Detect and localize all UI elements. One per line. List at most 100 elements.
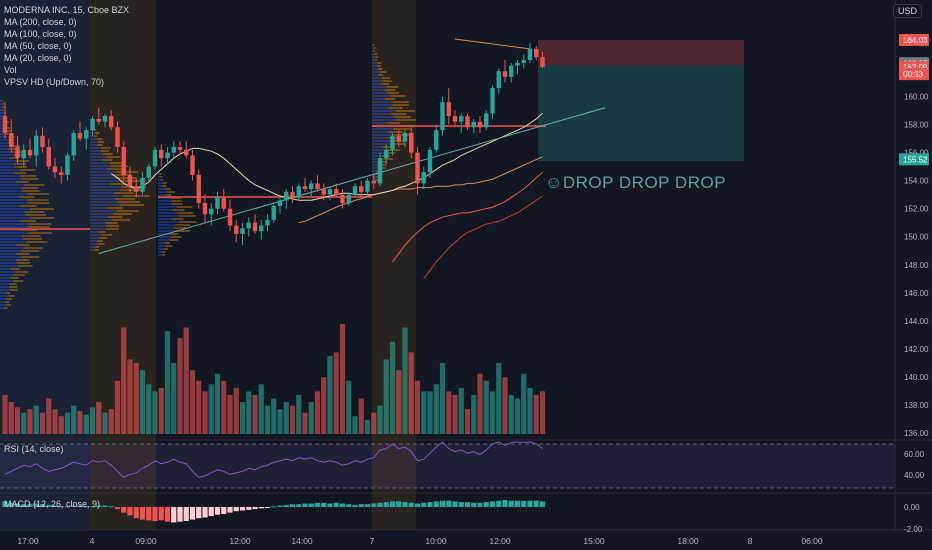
vp-down-bar [18,196,35,198]
volume-bar [39,412,46,434]
candle-body [421,172,426,184]
macd-legend[interactable]: MACD (12, 26, close, 9) [4,499,101,509]
vp-up-bar [372,116,394,118]
vp-down-bar [392,104,409,106]
candle-body [2,116,8,133]
volume-bar [27,409,33,434]
vp-up-bar [0,199,27,201]
vp-up-bar [90,141,98,143]
candle-body [109,116,114,128]
volume-bar [71,405,77,434]
candle-body [365,180,370,192]
volume-bar [183,327,189,434]
macd-bar [202,507,208,518]
macd-bar [233,507,239,512]
vp-up-bar [158,197,172,199]
time-tick: 18:00 [677,536,699,546]
vp-down-bar [15,181,29,183]
candle-body [540,57,545,68]
vp-up-bar [0,298,7,300]
chart-legend: MODERNA INC, 15, Cboe BZX MA (200, close… [4,4,129,88]
candle-body [134,186,139,192]
vp-down-bar [101,147,111,149]
vp-down-bar [373,50,376,52]
legend-ma20[interactable]: MA (20, close, 0) [4,53,72,63]
vp-down-bar [382,77,391,79]
macd-bar [77,505,83,507]
candle-body [59,172,64,176]
candlesticks [2,43,545,246]
vp-up-bar [372,98,385,100]
macd-histogram [2,500,546,523]
vp-up-bar [0,184,25,186]
macd-bar [296,504,302,507]
price-tick: 152.00 [904,205,929,214]
legend-ma100[interactable]: MA (100, close, 0) [4,29,77,39]
vp-up-bar [0,307,5,309]
macd-bar [171,507,177,523]
vp-down-bar [161,254,166,256]
candle-body [334,189,339,195]
time-tick: 06:00 [801,536,823,546]
candle-body [371,180,376,184]
vp-up-bar [0,235,23,237]
vp-down-bar [15,160,29,162]
legend-vpsv[interactable]: VPSV HD (Up/Down, 70) [4,77,105,87]
annotation-text[interactable]: ☺DROP DROP DROP [545,173,727,192]
vp-up-bar [90,225,106,227]
vp-up-bar [90,174,113,176]
vp-down-bar [395,110,416,112]
legend-ma50[interactable]: MA (50, close, 0) [4,41,72,51]
vp-up-bar [0,136,9,138]
vp-down-bar [112,174,131,176]
macd-bar [39,504,46,507]
vp-up-bar [0,112,4,114]
vp-up-bar [372,110,396,112]
vp-up-bar [0,283,10,285]
vp-up-bar [90,144,97,146]
candle-body [190,155,195,176]
vp-down-bar [102,159,113,161]
candle-body [115,127,120,147]
vp-up-bar [158,209,173,211]
legend-vol[interactable]: Vol [4,65,17,75]
vp-up-bar [158,188,166,190]
macd-bar [239,507,246,511]
currency-button[interactable]: USD [892,4,922,18]
vp-down-bar [19,220,37,222]
vp-down-bar [393,116,411,118]
candle-body [459,116,464,122]
volume-bar [358,398,364,434]
volume-bar [383,359,389,434]
vp-down-bar [28,232,52,234]
price-axis[interactable]: 164.00162.00160.00158.00156.00154.00152.… [899,34,929,534]
macd-bar [196,507,202,519]
rsi-legend[interactable]: RSI (14, close) [4,444,64,454]
vp-down-bar [172,218,184,220]
vp-up-bar [0,286,10,288]
vp-up-bar [158,251,163,253]
trendlines[interactable] [98,38,606,255]
volume-bar [421,391,427,434]
candle-body [290,191,295,198]
candle-body [171,146,176,153]
candle-body [409,132,414,153]
time-axis[interactable]: 17:00 4 09:00 12:00 14:00 7 10:00 12:00 15:00 18:… [17,536,823,546]
vp-up-bar [90,180,121,182]
vp-down-bar [20,175,37,177]
symbol-title[interactable]: MODERNA INC, 15, Cboe BZX [4,5,130,15]
candle-body [352,186,358,195]
vp-up-bar [158,212,178,214]
candle-body [277,200,283,206]
vp-up-bar [90,207,108,209]
vp-up-bar [0,106,3,108]
legend-ma200[interactable]: MA (200, close, 0) [4,17,77,27]
price-label: 162.09 [903,63,928,72]
vp-up-bar [372,53,375,55]
price-tick: 154.00 [904,177,929,186]
vp-down-bar [116,171,138,173]
macd-bar [52,505,58,507]
candle-body [71,132,76,156]
vp-down-bar [107,207,123,209]
